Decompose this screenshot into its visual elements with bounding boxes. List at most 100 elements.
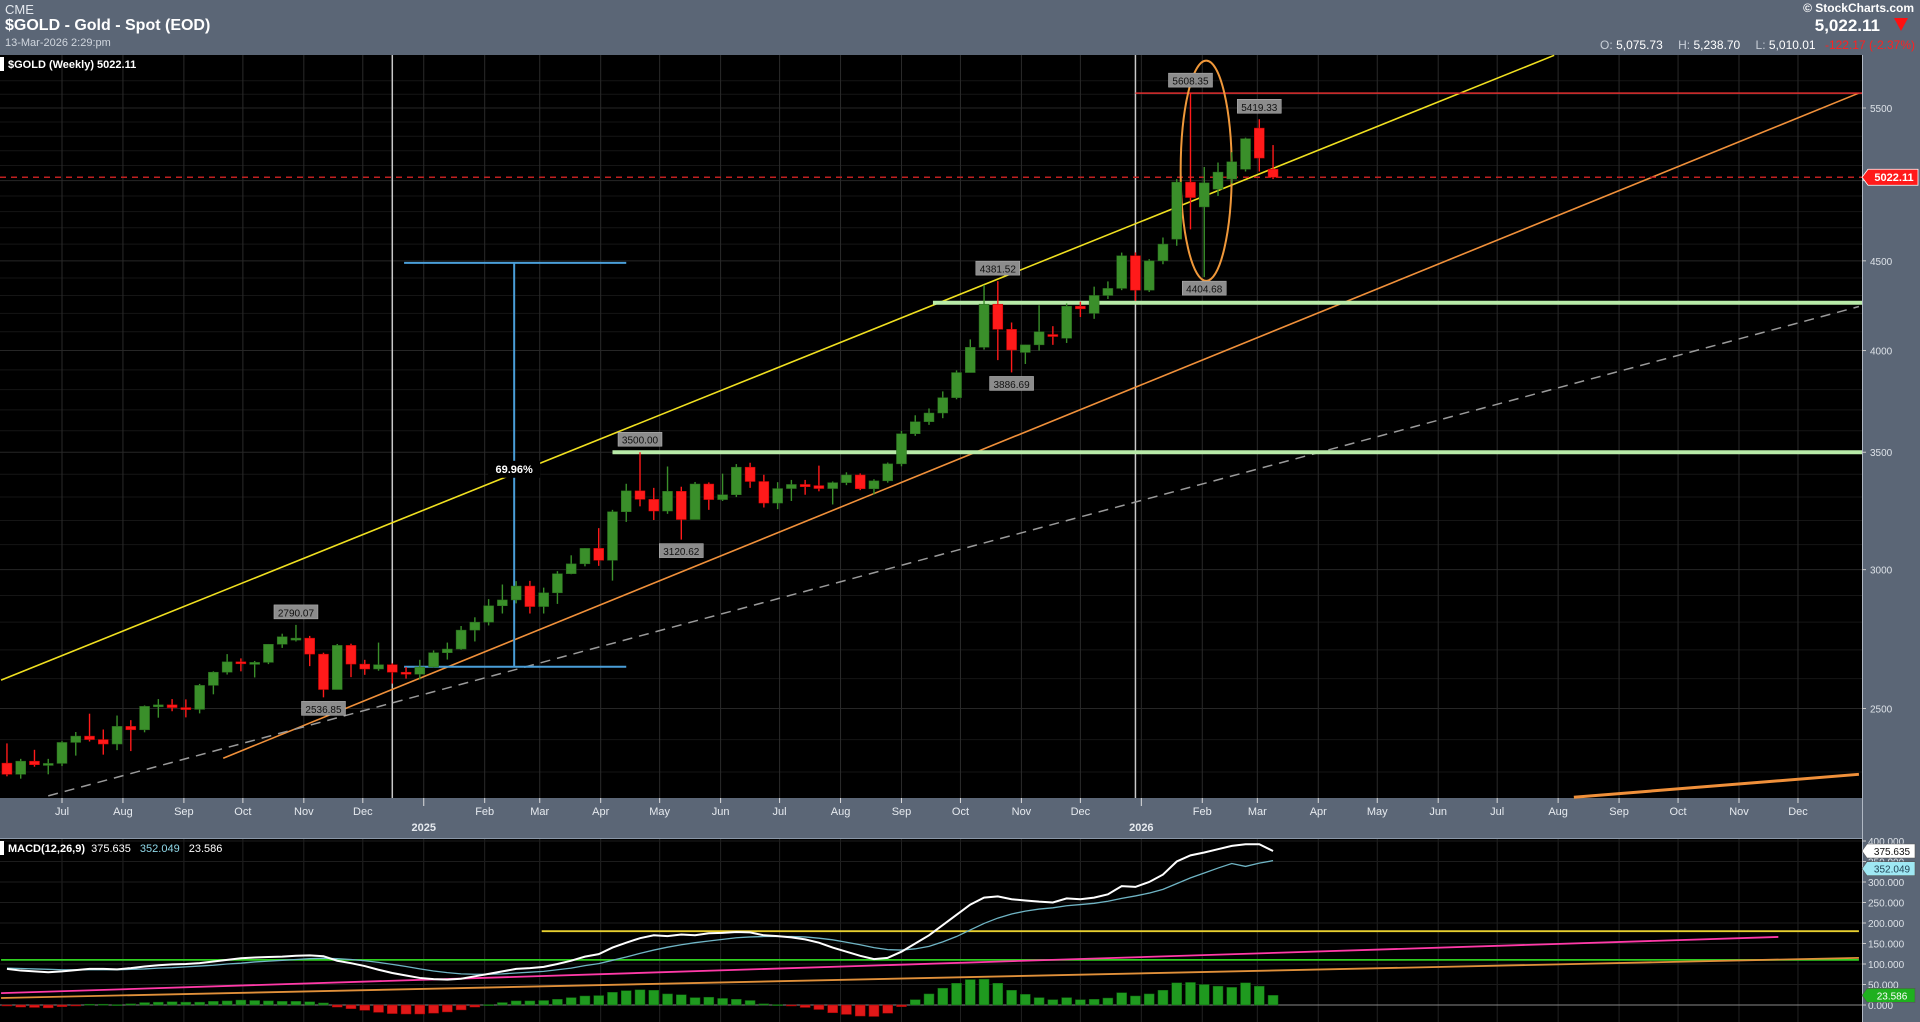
candle: [483, 605, 494, 623]
price-panel[interactable]: [0, 55, 1862, 798]
candle: [731, 466, 742, 495]
price-label-box: [273, 604, 319, 620]
x-tick-label: Apr: [1310, 806, 1327, 818]
macd-histogram-bar: [1, 1004, 13, 1007]
macd-histogram-bar: [1143, 993, 1155, 1006]
candle: [400, 671, 412, 675]
macd-histogram-bar: [579, 995, 591, 1006]
x-tick-label: Apr: [592, 806, 609, 818]
low-value: 5,010.01: [1768, 38, 1816, 52]
candle: [442, 648, 453, 653]
candle: [744, 466, 756, 482]
macd-histogram-bar: [1185, 982, 1196, 1006]
x-tick-label: Nov: [1012, 806, 1032, 818]
macd-histogram-bar: [937, 987, 949, 1006]
macd-histogram-bar: [1102, 997, 1114, 1006]
y-tick-label: 4500: [1870, 257, 1893, 268]
candle: [1254, 127, 1265, 159]
macd-histogram-bar: [758, 1003, 770, 1006]
macd-histogram-bar: [731, 999, 742, 1006]
macd-histogram-bar: [813, 1004, 825, 1010]
x-tick-label: Feb: [1193, 806, 1212, 818]
macd-histogram-bar: [469, 1004, 481, 1008]
macd-histogram-bar: [965, 979, 976, 1006]
legend-marker: [0, 57, 4, 71]
signal-value-tag: [1861, 861, 1916, 876]
ohlc-readout: O: 5,075.73 H: 5,238.70 L: 5,010.01 -122…: [1588, 38, 1915, 52]
last-price-tag: [1861, 168, 1919, 186]
candle: [428, 652, 439, 668]
macd-histogram-bar: [166, 1001, 178, 1006]
candle: [1020, 344, 1031, 353]
price-label-box: [1168, 72, 1213, 88]
candle: [923, 412, 935, 422]
macd-histogram-bar: [483, 1004, 494, 1006]
stockcharts-logo[interactable]: © StockCharts.com: [1803, 1, 1914, 15]
macd-histogram-bar: [676, 994, 687, 1006]
high-value: 5,238.70: [1693, 38, 1741, 52]
x-tick-label: Feb: [475, 806, 494, 818]
macd-y-tick-label: 300.000: [1868, 878, 1905, 889]
price-label: 4404.68: [1186, 285, 1223, 296]
candle: [1006, 329, 1017, 351]
candle: [84, 735, 95, 740]
macd-y-tick-label: 50.000: [1868, 981, 1899, 992]
macd-histogram-bar: [868, 1004, 880, 1017]
x-tick-label: Sep: [174, 806, 194, 818]
candle: [676, 491, 687, 520]
macd-histogram-bar: [400, 1004, 412, 1015]
x-tick-label: Jul: [1490, 806, 1504, 818]
x-tick-label: Oct: [1669, 806, 1686, 818]
candle: [1116, 255, 1127, 289]
candle: [1226, 161, 1238, 180]
candle: [620, 490, 632, 512]
candle: [1185, 181, 1196, 198]
candle: [758, 481, 770, 504]
price-label: 3120.62: [663, 547, 700, 558]
measure-label-bg: [488, 460, 541, 478]
macd-histogram-bar: [882, 1004, 893, 1014]
macd-histogram-bar: [1267, 995, 1279, 1006]
macd-histogram-bar: [359, 1004, 371, 1011]
candle: [373, 664, 384, 670]
price-label: 5608.35: [1172, 77, 1209, 88]
candle: [318, 653, 329, 690]
candle: [1198, 182, 1210, 208]
macd-histogram-bar: [84, 1003, 95, 1006]
candle: [538, 592, 549, 607]
macd-histogram-bar: [111, 1004, 123, 1006]
candle: [1143, 260, 1155, 291]
candle: [290, 637, 302, 641]
candle: [799, 484, 811, 487]
macd-histogram-bar: [1020, 994, 1031, 1006]
candle: [125, 726, 137, 731]
macd-histogram-bar: [1061, 997, 1072, 1006]
candle: [552, 573, 563, 594]
macd-histogram-bar: [442, 1004, 453, 1013]
macd-histogram-bar: [1226, 987, 1238, 1006]
candle: [841, 474, 852, 483]
low-label: L:: [1755, 38, 1766, 52]
y-tick-label: 2500: [1870, 704, 1893, 715]
macd-legend: MACD(12,26,9) 375.635 352.049 23.586: [8, 843, 222, 855]
macd-histogram-bar: [208, 1001, 219, 1006]
candle: [469, 621, 481, 631]
candle: [331, 645, 343, 690]
macd-histogram-bar: [524, 1000, 536, 1006]
open-label: O:: [1600, 38, 1613, 52]
hist-value-tag: [1861, 988, 1916, 1003]
macd-histogram-bar: [923, 993, 935, 1006]
macd-histogram-bar: [552, 999, 563, 1006]
change-value: -122.17 (-2.37%): [1824, 38, 1915, 52]
candle: [1033, 331, 1045, 346]
macd-histogram-bar: [125, 1003, 137, 1006]
candle: [978, 303, 990, 348]
candle: [1267, 168, 1279, 178]
y-tick-label: 3000: [1870, 566, 1893, 577]
macd-legend-value: 375.635: [91, 843, 131, 855]
macd-histogram-bar: [98, 1003, 109, 1006]
macd-legend-title: MACD(12,26,9): [8, 843, 85, 855]
candle: [717, 494, 728, 500]
price-label: 3886.69: [993, 380, 1030, 391]
